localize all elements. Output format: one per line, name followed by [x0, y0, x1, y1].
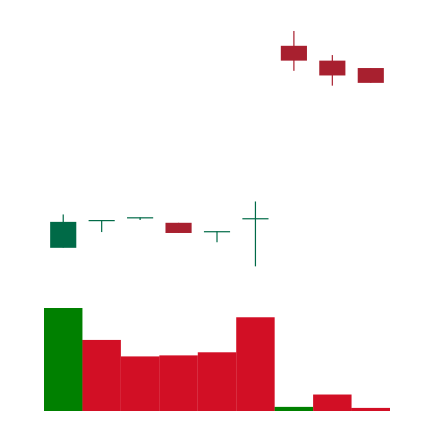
volume-bar [159, 355, 198, 411]
candlestick-panel [50, 30, 384, 267]
volume-bar [44, 308, 83, 411]
candle-body [280, 45, 307, 61]
volume-bar [236, 317, 275, 411]
candle-body [357, 68, 384, 83]
candle-body [242, 218, 269, 220]
volume-bar [351, 407, 390, 411]
candle-body [127, 217, 154, 219]
volume-bar [274, 406, 314, 411]
volume-bar [82, 339, 121, 411]
candle-body [319, 60, 346, 76]
candle-body [165, 222, 192, 233]
candle-body [50, 221, 77, 248]
volume-bar [197, 352, 237, 411]
candle-body [203, 231, 231, 233]
volume-bar [120, 356, 160, 411]
volume-bar [313, 394, 352, 411]
volume-panel [44, 308, 390, 411]
candle-body [88, 220, 115, 222]
